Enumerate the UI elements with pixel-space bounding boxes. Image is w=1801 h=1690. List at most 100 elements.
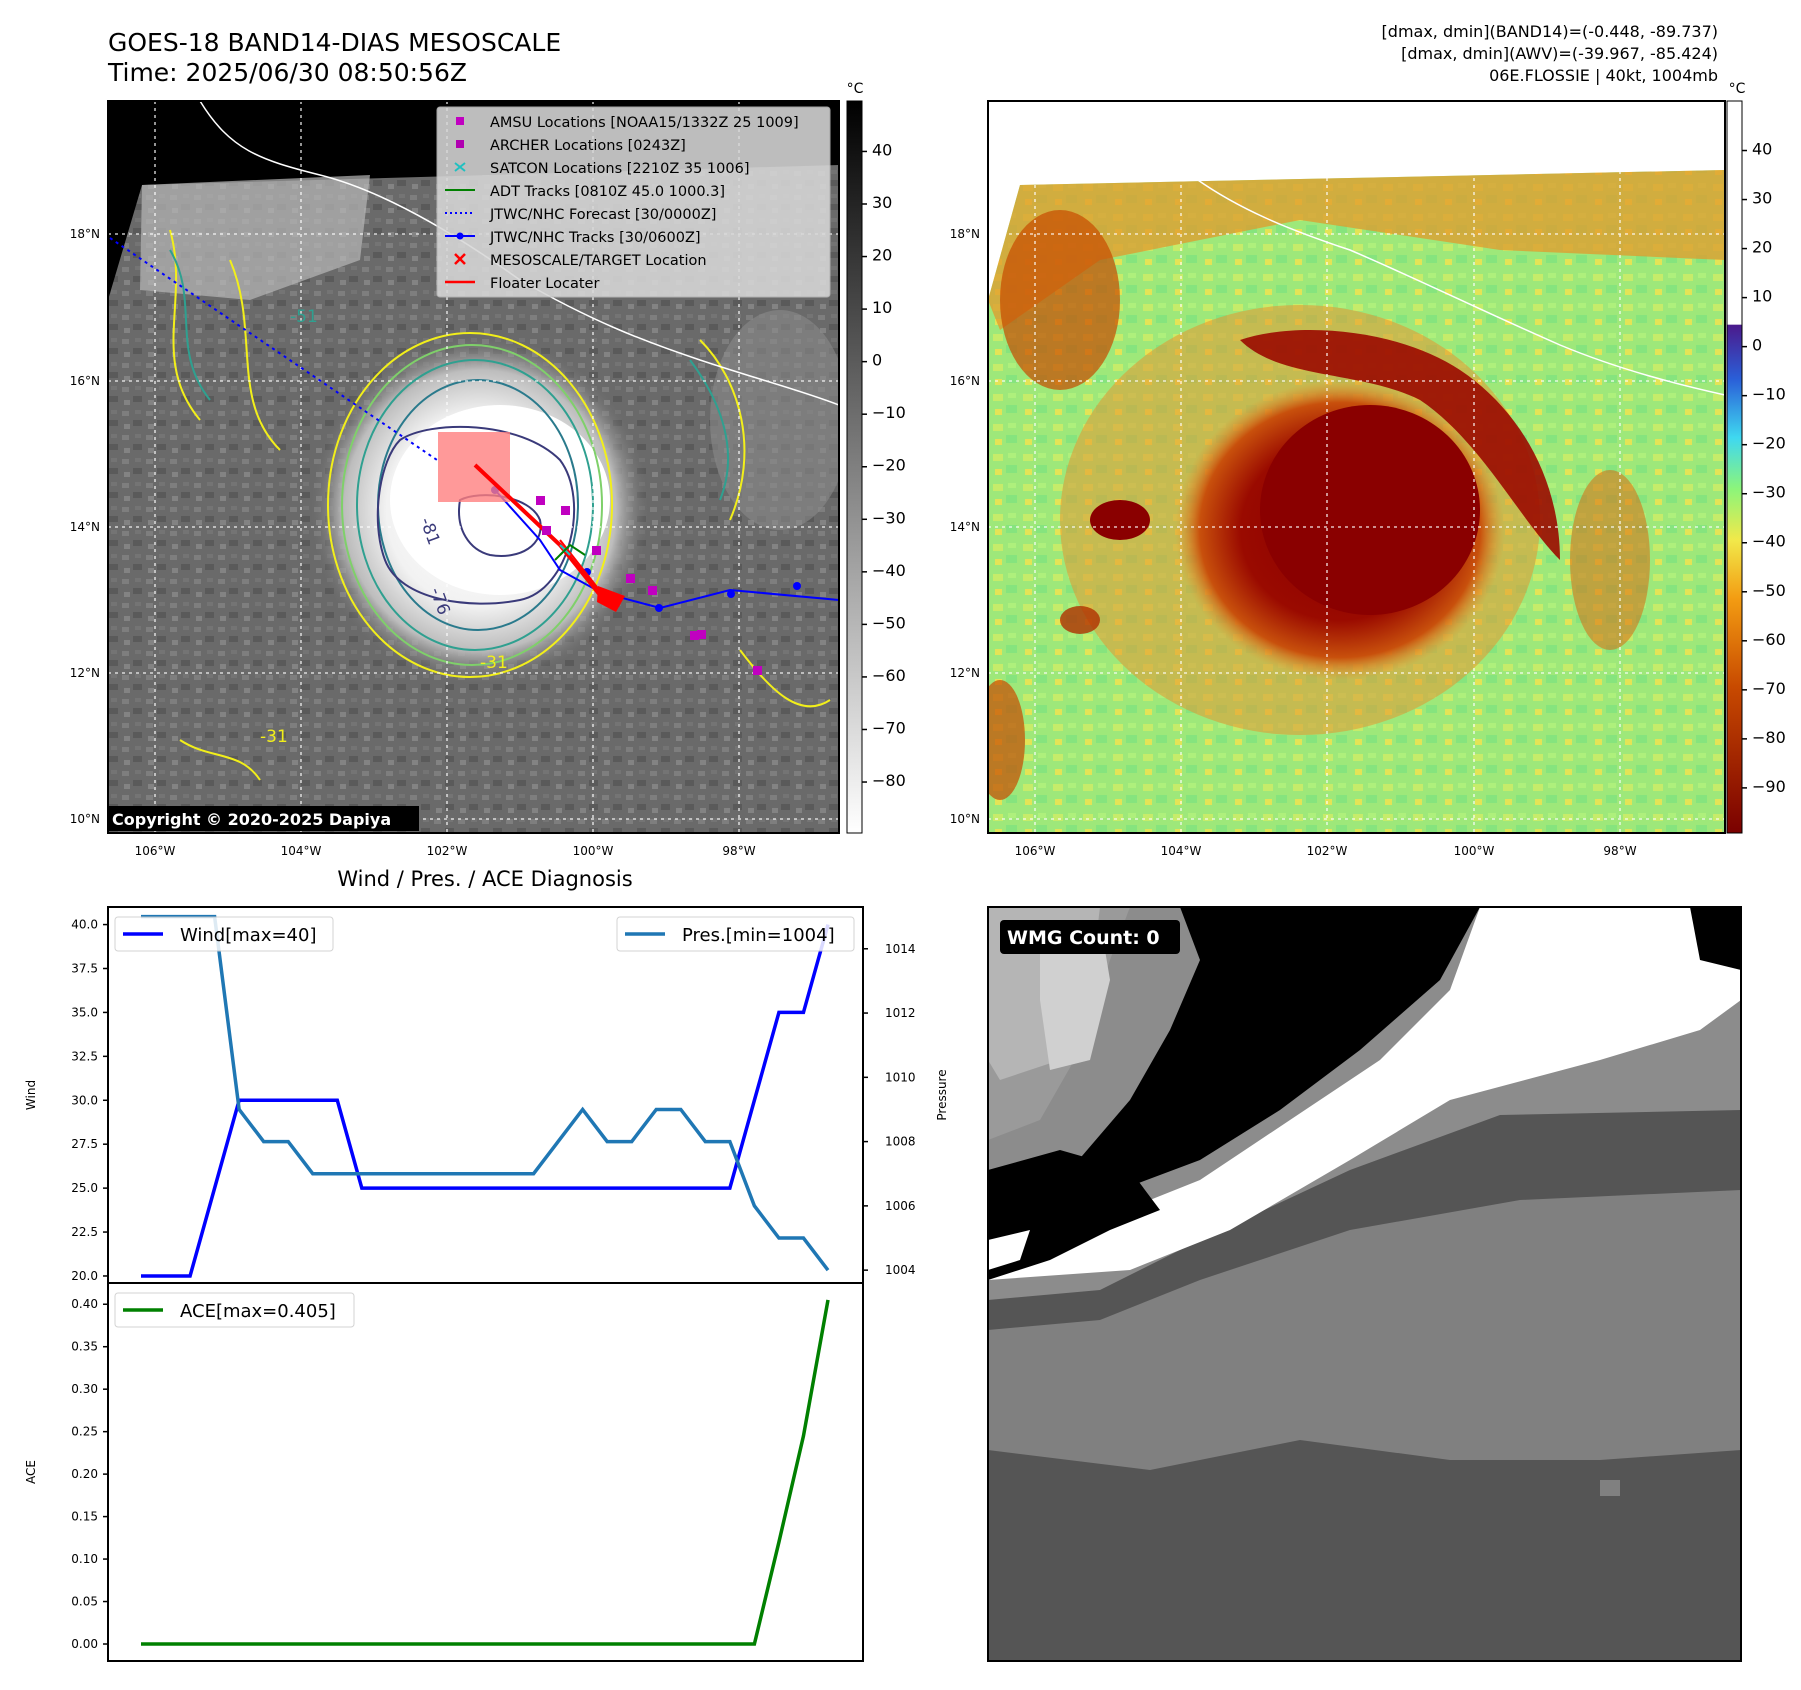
contour-label: -31 [260,727,288,747]
svg-text:106°W: 106°W [135,844,176,858]
legend-item: SATCON Locations [2210Z 35 1006] [454,161,749,177]
svg-text:100°W: 100°W [573,844,614,858]
ace-tick-label: 0.35 [71,1340,98,1354]
contour-label: -51 [290,307,318,327]
colorbar-tick-label: −10 [872,403,906,422]
colorbar-tick-label: −30 [1752,483,1786,502]
pressure-tick-label: 1006 [885,1199,916,1213]
colorbar-tick-label: −10 [1752,385,1786,404]
info-line1: [dmax, dmin](BAND14)=(-0.448, -89.737) [1382,22,1718,41]
svg-text:100°W: 100°W [1454,844,1495,858]
svg-text:JTWC/NHC Tracks [30/0600Z]: JTWC/NHC Tracks [30/0600Z] [489,230,701,246]
colorbar-tick-label: −50 [872,613,906,632]
figure-title-line2: Time: 2025/06/30 08:50:56Z [107,58,467,87]
legend-item: Floater Locater [445,276,599,292]
svg-text:Wind[max=40]: Wind[max=40] [180,925,317,946]
ace-tick-label: 0.00 [71,1637,98,1651]
colorbar-tick-label: −60 [1752,630,1786,649]
colorbar-tick-label: −70 [872,718,906,737]
svg-text:104°W: 104°W [281,844,322,858]
svg-text:16°N: 16°N [70,374,100,388]
pressure-tick-label: 1014 [885,942,916,956]
svg-text:102°W: 102°W [427,844,468,858]
wind-tick-label: 40.0 [71,918,98,932]
wmg-count-badge: WMG Count: 0 [1000,920,1180,954]
svg-text:AMSU Locations [NOAA15/1332Z 2: AMSU Locations [NOAA15/1332Z 25 1009] [490,115,799,131]
lat-labels-left: 18°N 16°N 14°N 12°N 10°N [70,227,100,826]
wind-tick-label: 22.5 [71,1225,98,1239]
colorbar-tick-label: −50 [1752,581,1786,600]
ace-chart: 0.40 0.35 0.30 0.25 0.20 0.15 0.10 0.05 0.00 ACE… [24,1282,864,1662]
pressure-tick-label: 1004 [885,1263,916,1277]
svg-text:SATCON Locations [2210Z 35 100: SATCON Locations [2210Z 35 1006] [490,161,749,177]
svg-text:°C: °C [1729,81,1746,97]
diagnosis-title: Wind / Pres. / ACE Diagnosis [337,867,632,891]
wind-legend: Wind[max=40] [114,916,334,952]
svg-text:Floater Locater: Floater Locater [490,276,599,292]
svg-text:ACE[max=0.405]: ACE[max=0.405] [180,1301,336,1322]
pressure-tick-label: 1010 [885,1070,916,1084]
ace-tick-label: 0.05 [71,1595,98,1609]
ace-tick-label: 0.15 [71,1510,98,1524]
svg-text:16°N: 16°N [950,374,980,388]
panel-ir-color [988,101,1725,833]
svg-text:MESOSCALE/TARGET Location: MESOSCALE/TARGET Location [490,253,707,269]
svg-text:18°N: 18°N [70,227,100,241]
colorbar-tick-label: −80 [1752,728,1786,747]
pressure-axis-label: Pressure [935,1069,949,1120]
ace-legend: ACE[max=0.405] [114,1292,355,1328]
ace-tick-label: 0.10 [71,1552,98,1566]
colorbar-gray: °C 40 30 20 10 0 −10 −20 −30 −40 −50 −60 −70 −80 [846,81,906,834]
colorbar-tick-label: −80 [872,771,906,790]
ace-series-line [141,1299,830,1646]
colorbar-tick-label: −20 [1752,434,1786,453]
pressure-tick-label: 1008 [885,1135,916,1149]
legend-item: ADT Tracks [0810Z 45.0 1000.3] [445,184,725,200]
colorbar-tick-label: 0 [1752,336,1762,355]
svg-text:18°N: 18°N [950,227,980,241]
legend-item: ARCHER Locations [0243Z] [456,138,686,154]
panel-wmg [988,907,1741,1661]
svg-text:106°W: 106°W [1015,844,1056,858]
copyright-badge: Copyright © 2020-2025 Dapiya [108,806,419,831]
colorbar-tick-label: 10 [872,298,892,317]
legend-item: JTWC/NHC Forecast [30/0000Z] [445,207,716,223]
svg-text:ADT Tracks [0810Z 45.0 1000.3]: ADT Tracks [0810Z 45.0 1000.3] [490,184,725,200]
svg-text:104°W: 104°W [1161,844,1202,858]
ace-tick-label: 0.20 [71,1467,98,1481]
colorbar-tick-label: 40 [872,140,892,159]
lat-labels-right: 18°N 16°N 14°N 12°N 10°N [950,227,980,826]
svg-text:102°W: 102°W [1307,844,1348,858]
svg-text:12°N: 12°N [950,666,980,680]
panel-ir-color-border [987,100,1726,834]
svg-text:ARCHER Locations [0243Z]: ARCHER Locations [0243Z] [490,138,686,154]
colorbar-tick-label: 10 [1752,287,1772,306]
lon-labels-right: 106°W 104°W 102°W 100°W 98°W [1015,844,1637,858]
ace-tick-label: 0.25 [71,1425,98,1439]
contour-label: -31 [480,653,508,673]
figure-title-line1: GOES-18 BAND14-DIAS MESOSCALE [108,28,561,57]
wind-tick-label: 37.5 [71,961,98,975]
colorbar-tick-label: −60 [872,666,906,685]
wind-axis-label: Wind [24,1080,38,1110]
colorbar-tick-label: −40 [872,561,906,580]
colorbar-tick-label: 20 [1752,238,1772,257]
wind-pres-chart: 40.0 37.5 35.0 32.5 30.0 27.5 25.0 22.5 20.0 101… [24,906,949,1284]
colorbar-color: °C 40 30 20 10 0 −10 −20 −30 −40 −50 −60 −70 −80 −90 [1726,81,1786,834]
svg-text:WMG Count: 0: WMG Count: 0 [1007,927,1160,949]
svg-text:12°N: 12°N [70,666,100,680]
svg-text:14°N: 14°N [950,520,980,534]
ace-axis-label: ACE [24,1460,38,1484]
svg-text:10°N: 10°N [950,812,980,826]
svg-text:98°W: 98°W [722,844,755,858]
svg-text:Copyright © 2020-2025 Dapiya: Copyright © 2020-2025 Dapiya [112,810,391,829]
colorbar-tick-label: −30 [872,508,906,527]
wind-tick-label: 27.5 [71,1137,98,1151]
svg-text:98°W: 98°W [1603,844,1636,858]
pressure-tick-label: 1012 [885,1006,916,1020]
ace-tick-label: 0.40 [71,1297,98,1311]
colorbar-tick-label: −20 [872,456,906,475]
wind-tick-label: 25.0 [71,1181,98,1195]
lon-labels-left: 106°W 104°W 102°W 100°W 98°W [135,844,756,858]
svg-text:Pres.[min=1004]: Pres.[min=1004] [682,925,835,946]
